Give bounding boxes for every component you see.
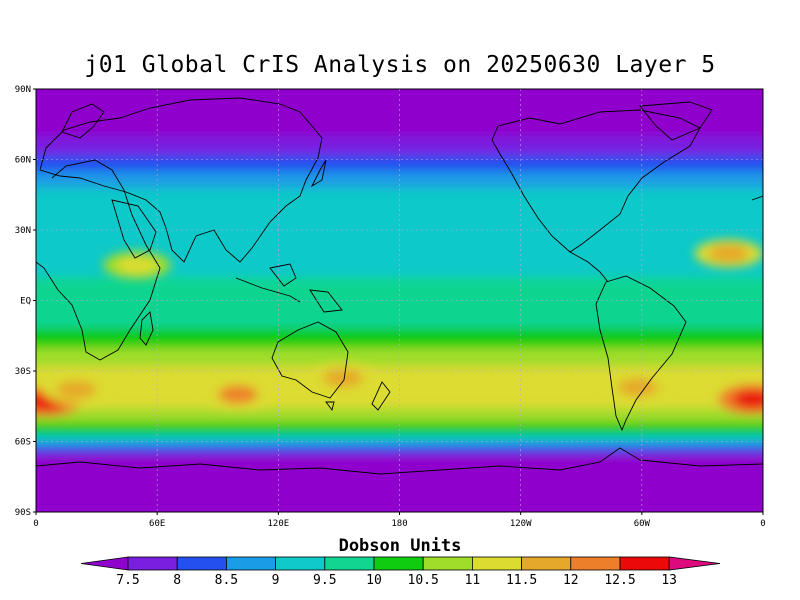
zonal-band-12	[36, 443, 763, 454]
colorbar-segment	[521, 556, 572, 571]
colorbar-segment	[422, 556, 473, 571]
coast-north-america	[491, 109, 701, 253]
colorbar-segment	[619, 556, 670, 571]
colorbar-segment	[324, 556, 375, 571]
lon-tick-label: 120W	[510, 519, 532, 529]
zonal-band-13	[36, 453, 763, 512]
colorbar-segment	[176, 556, 227, 571]
colorbar-segment	[225, 556, 276, 571]
feature-core-7	[116, 256, 157, 275]
coast-wrap	[751, 195, 763, 201]
feature-core-4	[322, 369, 363, 388]
lat-tick-label: 60N	[15, 156, 31, 166]
lon-tick-label: 0	[760, 519, 765, 529]
lat-tick-label: 30S	[15, 367, 31, 377]
feature-core-2	[217, 385, 258, 404]
colorbar-label: 10.5	[408, 573, 439, 588]
colorbar-label: 12.5	[604, 573, 635, 588]
feature-core-5	[617, 378, 658, 397]
coast-arabia	[111, 199, 157, 259]
lon-tick-label: 60W	[634, 519, 651, 529]
lon-tick-label: 180	[391, 519, 407, 529]
coast-tasmania	[325, 401, 335, 412]
map-gridlines	[36, 89, 763, 512]
colorbar-label: 11.5	[506, 573, 537, 588]
zonal-band-6	[36, 328, 763, 348]
coast-south-america	[595, 275, 687, 432]
map-title: j01 Global CrIS Analysis on 20250630 Lay…	[84, 52, 716, 78]
colorbar-label: 11	[465, 573, 481, 588]
zonal-band-0	[36, 89, 763, 136]
lon-tick-label: 120E	[267, 519, 289, 529]
colorbar-label: 7.5	[116, 573, 139, 588]
coast-antarctica	[36, 447, 763, 475]
colorbar-high-arrow	[668, 556, 721, 571]
coast-australia	[271, 321, 349, 399]
lon-axis: 0 60E 120E 180 120W 60W 0	[33, 512, 766, 529]
lat-tick-label: 90N	[15, 85, 31, 95]
coast-new-zealand	[371, 381, 391, 411]
coast-central-america	[569, 251, 609, 283]
colorbar-label: 9	[272, 573, 280, 588]
lon-tick-label: 60E	[149, 519, 165, 529]
colorbar-segment	[570, 556, 621, 571]
lon-tick-label: 0	[33, 519, 38, 529]
zonal-band-7	[36, 347, 763, 367]
coast-new-guinea	[309, 289, 343, 313]
feature-core-6	[708, 244, 749, 263]
colorbar-title: Dobson Units	[338, 536, 462, 556]
lat-axis: 90N 60N 30N EQ 30S 60S 90S	[15, 85, 36, 518]
coast-indonesia	[235, 277, 301, 303]
colorbar: 7.5 8 8.5 9 9.5 10 10.5 11 11.5 12 12.5 13	[80, 556, 721, 588]
lat-tick-label: 90S	[15, 508, 31, 518]
colorbar-low-arrow	[80, 556, 129, 571]
colorbar-label: 13	[661, 573, 677, 588]
feature-core-3	[56, 380, 97, 399]
lat-tick-label: EQ	[20, 297, 31, 307]
colorbar-label: 9.5	[313, 573, 336, 588]
colorbar-label: 8.5	[215, 573, 238, 588]
coast-scandinavia	[61, 103, 105, 139]
colorbar-segment	[471, 556, 522, 571]
colorbar-segment	[373, 556, 424, 571]
coast-borneo	[269, 263, 297, 287]
coast-japan	[310, 159, 327, 188]
coastlines	[36, 97, 763, 475]
colorbar-label: 12	[563, 573, 579, 588]
colorbar-label: 10	[366, 573, 382, 588]
zonal-band-10	[36, 422, 763, 435]
lat-tick-label: 60S	[15, 438, 31, 448]
coast-africa	[36, 159, 161, 361]
zonal-band-2	[36, 154, 763, 172]
coast-eurasia	[39, 97, 323, 263]
colorbar-label: 8	[173, 573, 181, 588]
lat-tick-label: 30N	[15, 226, 31, 236]
colorbar-segment	[127, 556, 178, 571]
coast-madagascar	[139, 311, 154, 346]
colorbar-segment	[275, 556, 326, 571]
feature-core-1	[732, 390, 763, 409]
coast-greenland	[639, 101, 713, 141]
